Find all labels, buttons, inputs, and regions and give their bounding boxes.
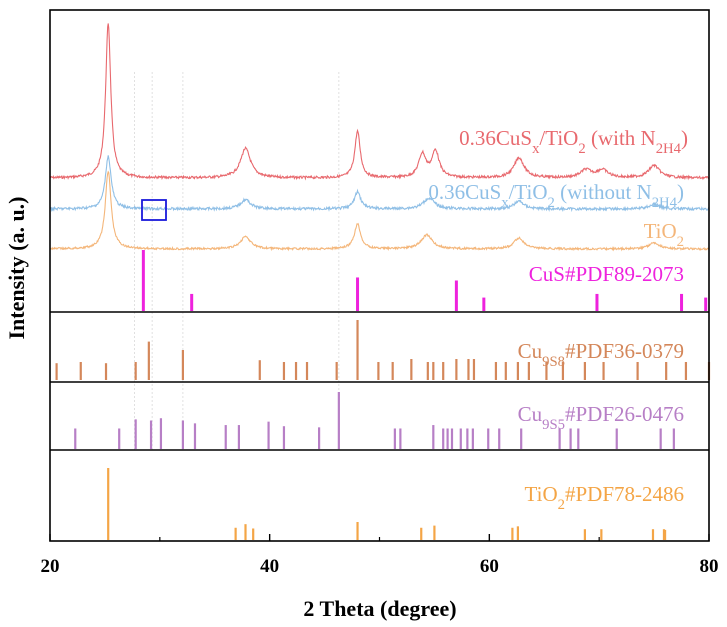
- series-labels: 0.36CuSx/TiO2 (with N2H4) 0.36CuSx/TiO2 (…: [428, 126, 688, 513]
- ref-label-1: CuS#PDF89-2073: [529, 262, 684, 286]
- sample-traces: [49, 23, 710, 252]
- x-axis-title: 2 Theta (degree): [303, 596, 456, 621]
- reference-patterns: [55, 250, 711, 540]
- x-tick-label: 20: [41, 556, 60, 577]
- plot-frame: [49, 9, 710, 542]
- x-axis-ticks: 20 40 60 80: [41, 534, 719, 577]
- series-line-2: [49, 155, 710, 213]
- highlight-box: [141, 199, 167, 221]
- y-axis-title: Intensity (a. u.): [4, 196, 29, 339]
- series-label-1: 0.36CuSx/TiO2 (with N2H4): [459, 126, 688, 157]
- x-tick-label: 40: [260, 556, 279, 577]
- ref-label-3: Cu9S5#PDF26-0476: [518, 402, 684, 433]
- ref-label-2: Cu9S8#PDF36-0379: [518, 339, 684, 370]
- ref-label-4: TiO2#PDF78-2486: [525, 482, 684, 513]
- x-tick-label: 80: [700, 556, 719, 577]
- series-line-1: [49, 23, 710, 181]
- series-label-2: 0.36CuSx/TiO2 (without N2H4): [428, 180, 684, 211]
- x-tick-label: 60: [480, 556, 499, 577]
- series-line-3: [49, 170, 710, 252]
- guide-lines: [134, 72, 340, 450]
- series-label-3: TiO2: [644, 219, 684, 250]
